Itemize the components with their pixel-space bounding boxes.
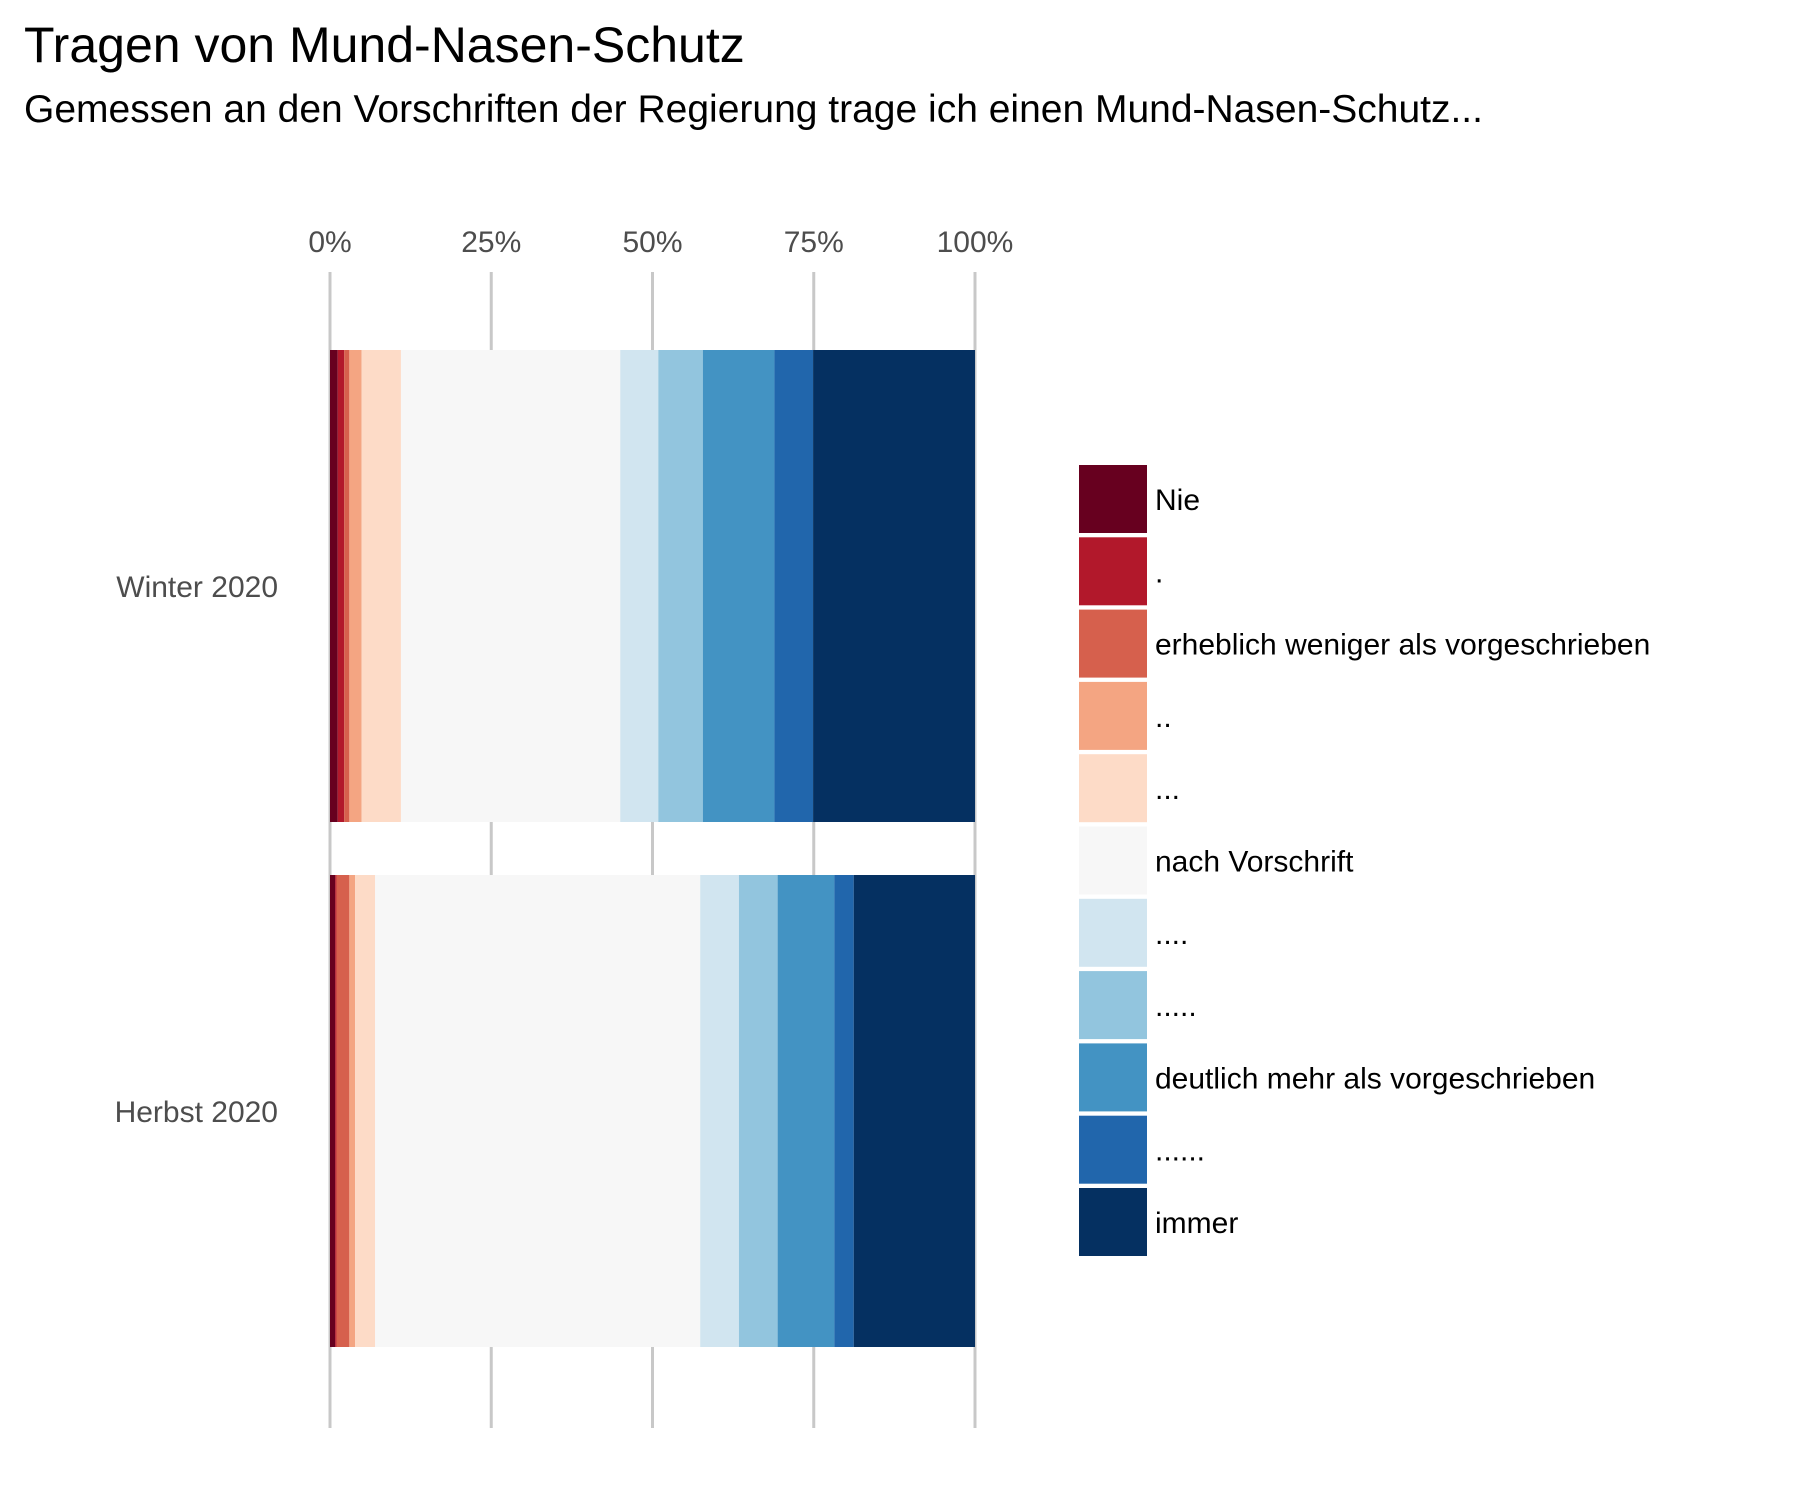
- bar-herbst-2020-segment-10: [834, 875, 854, 1347]
- bar-winter-2020-segment-4: [349, 350, 362, 822]
- legend-label-9: deutlich mehr als vorgeschrieben: [1155, 1062, 1595, 1095]
- legend-label-10: ......: [1155, 1135, 1205, 1168]
- legend-swatch-4: [1079, 681, 1147, 750]
- bar-herbst-2020-segment-1: [330, 875, 336, 1347]
- bar-winter-2020-segment-5: [361, 350, 401, 822]
- bar-herbst-2020-segment-7: [700, 875, 739, 1347]
- legend-swatch-2: [1079, 537, 1147, 606]
- legend-swatch-7: [1079, 898, 1147, 967]
- bar-winter-2020-segment-7: [620, 350, 659, 822]
- bar-herbst-2020-segment-9: [777, 875, 835, 1347]
- x-tick-label-50: 50%: [622, 226, 682, 259]
- x-tick-label-100: 100%: [937, 226, 1014, 259]
- bar-herbst-2020-segment-2: [335, 875, 337, 1347]
- legend-swatch-11: [1079, 1188, 1147, 1256]
- legend-label-4: ..: [1155, 701, 1172, 734]
- x-tick-label-75: 75%: [784, 226, 844, 259]
- bar-herbst-2020-segment-11: [853, 875, 975, 1347]
- legend-label-2: .: [1155, 556, 1163, 589]
- legend-swatch-10: [1079, 1115, 1147, 1184]
- legend-swatch-3: [1079, 609, 1147, 678]
- bar-winter-2020-segment-3: [344, 350, 350, 822]
- legend-label-3: erheblich weniger als vorgeschrieben: [1155, 629, 1650, 662]
- legend-label-8: .....: [1155, 990, 1197, 1023]
- legend: Nie. erheblich weniger als vorgeschrieben…: [1079, 465, 1650, 1256]
- bar-winter-2020-segment-8: [658, 350, 703, 822]
- bar-winter-2020-segment-10: [774, 350, 814, 822]
- legend-swatch-5: [1079, 754, 1147, 823]
- bar-winter-2020-segment-1: [330, 350, 338, 822]
- bar-herbst-2020-segment-8: [738, 875, 778, 1347]
- legend-label-11: immer: [1155, 1207, 1238, 1240]
- legend-swatch-8: [1079, 971, 1147, 1040]
- bar-winter-2020-segment-6: [400, 350, 621, 822]
- legend-swatch-6: [1079, 826, 1147, 895]
- x-tick-labels: 0% 25% 50% 75% 100%: [308, 226, 1013, 259]
- x-tick-label-25: 25%: [461, 226, 521, 259]
- legend-label-7: ....: [1155, 918, 1188, 951]
- bar-herbst-2020-segment-4: [349, 875, 356, 1347]
- legend-swatch-1: [1079, 465, 1147, 533]
- legend-label-1: Nie: [1155, 484, 1200, 517]
- legend-label-6: nach Vorschrift: [1155, 846, 1354, 879]
- bar-winter-2020-segment-11: [813, 350, 975, 822]
- legend-label-5: ...: [1155, 773, 1180, 806]
- bar-herbst-2020-segment-5: [355, 875, 376, 1347]
- bar-winter-2020-segment-9: [702, 350, 775, 822]
- bars: [330, 350, 975, 1347]
- chart-subtitle: Gemessen an den Vorschriften der Regieru…: [24, 88, 1483, 131]
- bar-herbst-2020-segment-3: [336, 875, 350, 1347]
- category-label-winter-2020: Winter 2020: [116, 571, 278, 604]
- category-label-herbst-2020: Herbst 2020: [115, 1096, 278, 1129]
- bar-herbst-2020-segment-6: [375, 875, 701, 1347]
- x-tick-label-0: 0%: [308, 226, 351, 259]
- bar-winter-2020-segment-2: [337, 350, 345, 822]
- legend-swatch-9: [1079, 1043, 1147, 1112]
- category-labels: Winter 2020 Herbst 2020: [115, 571, 278, 1129]
- chart-title: Tragen von Mund-Nasen-Schutz: [24, 17, 745, 73]
